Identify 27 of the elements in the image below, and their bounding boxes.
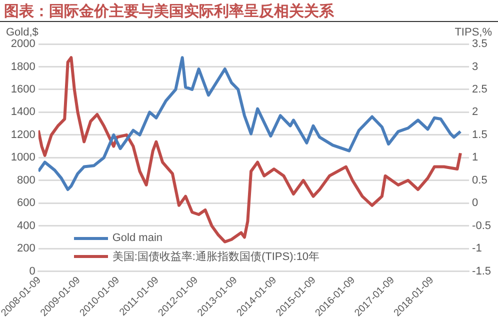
y-tick-label: 800 (17, 174, 36, 186)
y-tick-label: 200 (17, 242, 36, 255)
y2-tick-label: 1 (472, 152, 478, 164)
y-tick-label: 600 (17, 197, 36, 210)
y2-tick-label: 0.5 (472, 174, 488, 186)
y2-tick-label: 2.5 (472, 84, 488, 96)
y2-axis-title: TIPS,% (454, 26, 492, 39)
y2-tick-label: 0 (472, 197, 478, 210)
y-tick-label: 1200 (10, 128, 36, 141)
y2-tick-label: -1 (472, 242, 482, 255)
y2-tick-label: 3.5 (472, 38, 488, 50)
y2-tick-label: -1.5 (472, 265, 492, 278)
y2-tick-label: 1.5 (472, 128, 488, 141)
y-tick-label: 1400 (10, 106, 36, 118)
y2-tick-label: -0.5 (472, 220, 492, 232)
y-tick-label: 1600 (10, 84, 36, 96)
y-tick-label: 1800 (10, 60, 36, 73)
y-tick-label: 400 (17, 220, 36, 232)
y-tick-label: 2000 (10, 38, 36, 50)
y-axis-title: Gold,$ (6, 26, 38, 39)
legend-label: Gold main (112, 232, 163, 244)
y-tick-label: 1000 (10, 152, 36, 164)
chart-title: 图表：国际金价主要与美国实际利率呈反相关关系 (0, 0, 498, 22)
y2-tick-label: 3 (472, 60, 478, 73)
y2-tick-label: 2 (472, 106, 478, 118)
legend-label: 美国:国债收益率:通胀指数国债(TIPS):10年 (112, 250, 320, 264)
y-tick-label: 0 (29, 265, 36, 278)
